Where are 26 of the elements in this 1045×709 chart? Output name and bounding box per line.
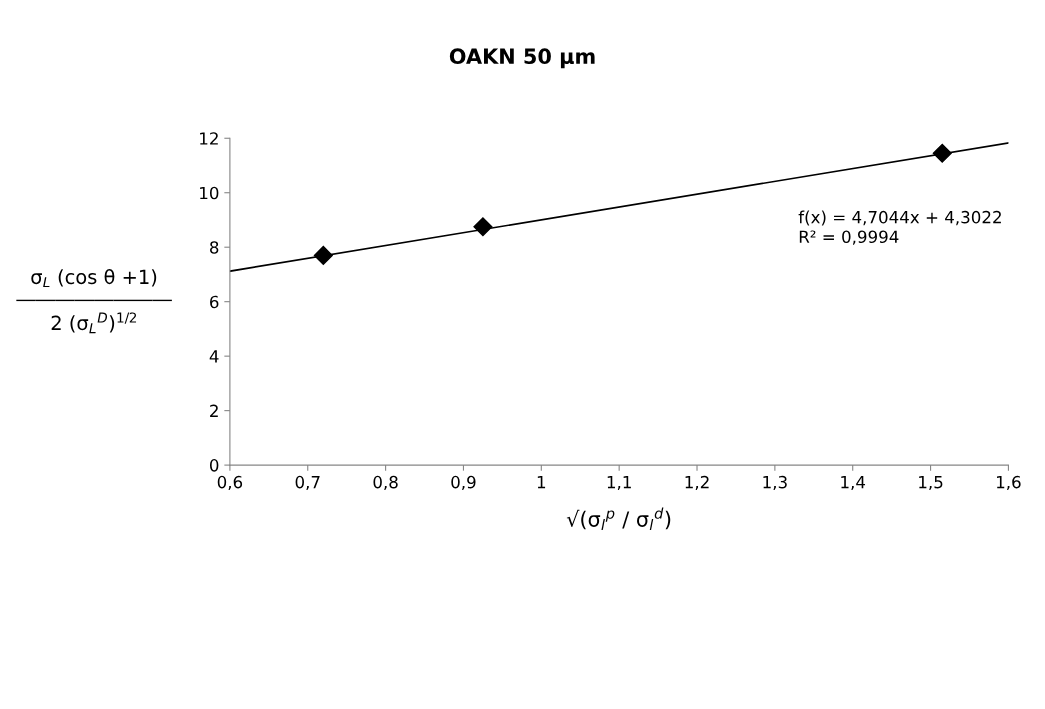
point: [313, 245, 333, 265]
x-tick-label: 1,6: [997, 475, 1021, 491]
y-tick-label: 10: [200, 186, 219, 200]
y-tick-label: 4: [209, 350, 219, 363]
x-tick-label: 0,7: [295, 475, 320, 491]
x-tick-label: 1,4: [841, 476, 866, 491]
x-tick-label: 1,1: [607, 476, 631, 491]
annotation: f(x) = 4,7044x + 4,3022: [798, 210, 1001, 226]
x-axis-title: √(σ$_{l}$$^{p}$ / σ$_{l}$$^{d}$): [566, 507, 671, 530]
text: σ$_{L}$ (cos θ +1) ―――――――― 2 (σ$_{L}$$^{D}$)$^{1/2}$: [16, 268, 172, 334]
x-tick-label: 1,2: [685, 475, 709, 491]
x-tick-label: 1,5: [919, 476, 943, 491]
x-tick-label: 1: [537, 476, 546, 489]
y-tick-label: 2: [210, 404, 218, 417]
y-tick-label: 8: [210, 241, 219, 254]
y-tick-label: 6: [210, 295, 219, 309]
point: [473, 217, 493, 237]
x-tick-label: 0,9: [451, 475, 476, 491]
y-tick-label: 12: [200, 132, 218, 145]
x-tick-label: 1,3: [763, 475, 787, 491]
y-tick-label: 0: [209, 459, 219, 472]
chart-title: OAKN 50 µm: [449, 48, 595, 69]
annotation: R² = 0,9994: [799, 230, 899, 245]
x-tick-label: 0,8: [373, 475, 398, 491]
x-tick-label: 0,6: [217, 475, 243, 491]
point: [932, 143, 952, 163]
